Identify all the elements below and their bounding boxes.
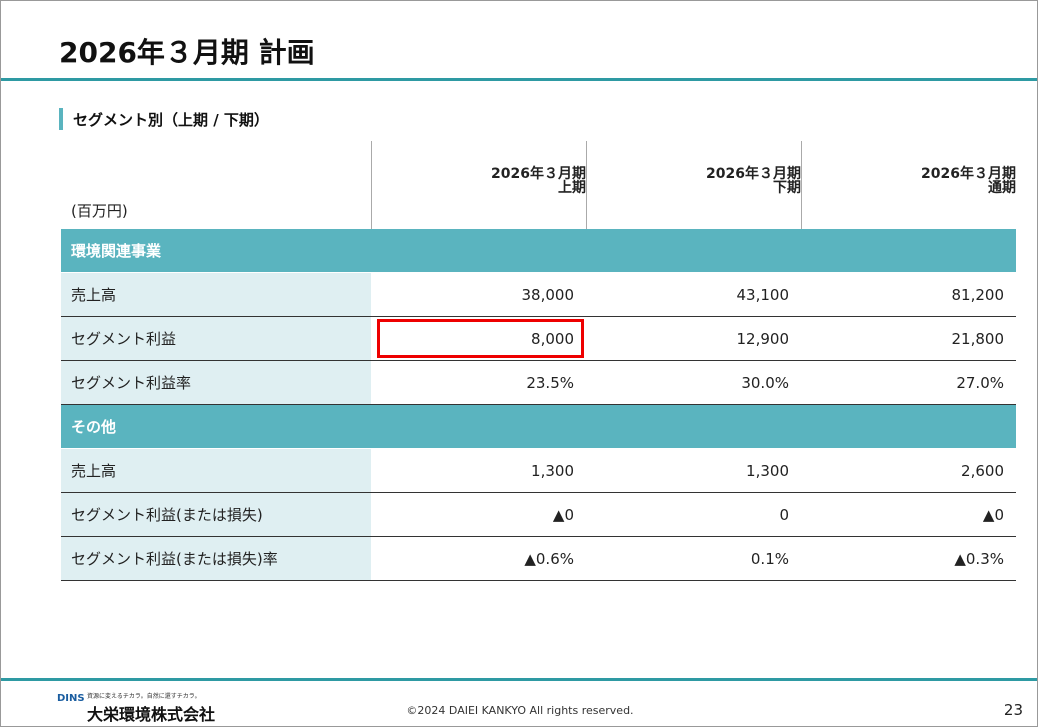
data-row: 売上高 38,000 43,100 81,200 — [61, 273, 1016, 317]
value-cell: 8,000 — [371, 317, 586, 360]
section-row: その他 — [61, 405, 1016, 449]
value-cell: 23.5% — [371, 361, 586, 404]
data-row: セグメント利益率 23.5% 30.0% 27.0% — [61, 361, 1016, 405]
column-period: 2026年３月期 — [491, 166, 586, 182]
value-cell: 21,800 — [801, 317, 1016, 360]
page-number: 23 — [1003, 701, 1023, 719]
value-cell: ▲0 — [371, 493, 586, 536]
column-half: 下期 — [773, 180, 801, 196]
value-cell: 1,300 — [371, 449, 586, 492]
data-row: セグメント利益(または損失) ▲0 0 ▲0 — [61, 493, 1016, 537]
subtitle-bar — [59, 108, 63, 130]
table: (百万円) 2026年３月期 上期 2026年３月期 下期 2026年３月期 通期 環境関連事… — [61, 141, 1016, 581]
column-period: 2026年３月期 — [706, 166, 801, 182]
value-cell: 1,300 — [586, 449, 801, 492]
row-label: 売上高 — [61, 273, 371, 316]
column-header: 2026年３月期 上期 — [371, 141, 586, 229]
value-cell: ▲0.6% — [371, 537, 586, 580]
title: 2026年３月期 計画 — [59, 36, 315, 69]
section-name: その他 — [71, 418, 117, 436]
column-header: 2026年３月期 通期 — [801, 141, 1016, 229]
value-cell: 27.0% — [801, 361, 1016, 404]
highlight-box — [377, 319, 584, 358]
value-cell: ▲0 — [801, 493, 1016, 536]
data-row: セグメント利益 8,000 12,900 21,800 — [61, 317, 1016, 361]
row-label: セグメント利益(または損失)率 — [61, 537, 371, 580]
value-cell: 81,200 — [801, 273, 1016, 316]
row-label: セグメント利益(または損失) — [61, 493, 371, 536]
row-label: セグメント利益 — [61, 317, 371, 360]
row-label: セグメント利益率 — [61, 361, 371, 404]
value-cell: 38,000 — [371, 273, 586, 316]
subtitle: セグメント別（上期 / 下期） — [73, 111, 269, 129]
unit-label: (百万円) — [71, 202, 128, 220]
value-cell: 0 — [586, 493, 801, 536]
section-name: 環境関連事業 — [71, 242, 162, 260]
value-cell: 43,100 — [586, 273, 801, 316]
row-label: 売上高 — [61, 449, 371, 492]
value-cell: 12,900 — [586, 317, 801, 360]
section-row: 環境関連事業 — [61, 229, 1016, 273]
column-header: 2026年３月期 下期 — [586, 141, 801, 229]
column-half: 通期 — [988, 180, 1016, 196]
value-cell: 0.1% — [586, 537, 801, 580]
copyright: ©2024 DAIEI KANKYO All rights reserved. — [406, 704, 634, 717]
title-rule — [1, 78, 1037, 81]
value-cell: 2,600 — [801, 449, 1016, 492]
value-cell: 30.0% — [586, 361, 801, 404]
column-period: 2026年３月期 — [921, 166, 1016, 182]
logo-emblem: DINS — [57, 693, 85, 704]
logo-tagline: 資源に変えるチカラ。自然に還すチカラ。 — [87, 693, 201, 700]
data-row: セグメント利益(または損失)率 ▲0.6% 0.1% ▲0.3% — [61, 537, 1016, 581]
company-name: 大栄環境株式会社 — [87, 705, 216, 724]
footer-rule — [1, 678, 1037, 681]
value-cell: ▲0.3% — [801, 537, 1016, 580]
header-row: (百万円) 2026年３月期 上期 2026年３月期 下期 2026年３月期 通期 — [61, 141, 1016, 229]
data-row: 売上高 1,300 1,300 2,600 — [61, 449, 1016, 493]
column-half: 上期 — [558, 180, 586, 196]
